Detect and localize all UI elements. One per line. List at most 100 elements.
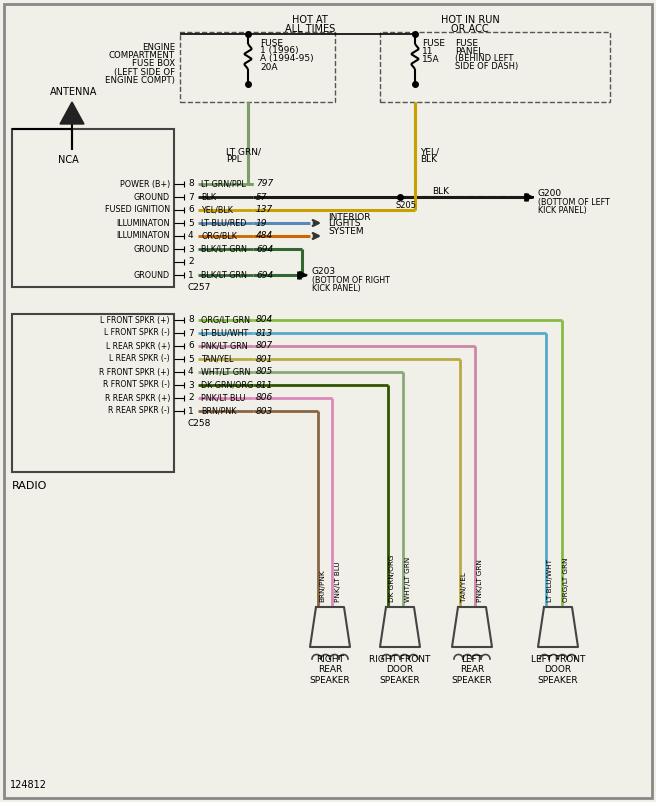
Text: PNK/LT BLU: PNK/LT BLU	[201, 394, 245, 403]
Text: INTERIOR: INTERIOR	[328, 213, 371, 221]
Text: L REAR SPKR (-): L REAR SPKR (-)	[110, 354, 170, 363]
Text: FUSE: FUSE	[260, 38, 283, 47]
Text: 11: 11	[422, 47, 434, 55]
Text: LT BLU/WHT: LT BLU/WHT	[547, 559, 553, 602]
Text: 8: 8	[188, 315, 194, 325]
Text: 807: 807	[256, 342, 274, 350]
Text: ORG/LT GRN: ORG/LT GRN	[563, 557, 569, 602]
Text: 797: 797	[256, 180, 274, 188]
Text: 5: 5	[188, 354, 194, 363]
Text: 2: 2	[188, 394, 194, 403]
Text: ENGINE COMPT): ENGINE COMPT)	[105, 75, 175, 84]
Text: LEFT FRONT
DOOR
SPEAKER: LEFT FRONT DOOR SPEAKER	[531, 655, 585, 685]
Text: KICK PANEL): KICK PANEL)	[312, 283, 361, 293]
Text: 694: 694	[256, 245, 274, 253]
Text: YEL/BLK: YEL/BLK	[201, 205, 233, 214]
Text: LT GRN/PPL: LT GRN/PPL	[201, 180, 246, 188]
Text: 4: 4	[188, 367, 194, 376]
Text: PNK/LT GRN: PNK/LT GRN	[477, 559, 483, 602]
Text: ANTENNA: ANTENNA	[50, 87, 97, 97]
Text: 137: 137	[256, 205, 274, 214]
Text: PPL: PPL	[226, 156, 242, 164]
Text: BRN/PNK: BRN/PNK	[319, 569, 325, 602]
Text: FUSE BOX: FUSE BOX	[132, 59, 175, 68]
Bar	[380, 32, 610, 102]
Text: LEFT
REAR
SPEAKER: LEFT REAR SPEAKER	[452, 655, 492, 685]
Text: 805: 805	[256, 367, 274, 376]
Text: L FRONT SPKR (+): L FRONT SPKR (+)	[100, 315, 170, 325]
Text: 2: 2	[188, 257, 194, 266]
Text: (BOTTOM OF RIGHT: (BOTTOM OF RIGHT	[312, 276, 390, 285]
Text: 20A: 20A	[260, 63, 277, 71]
Text: BLK: BLK	[201, 192, 216, 201]
Text: PANEL: PANEL	[455, 47, 483, 55]
Text: PNK/LT BLU: PNK/LT BLU	[335, 561, 341, 602]
Text: 484: 484	[256, 232, 274, 241]
Text: BLK: BLK	[420, 156, 437, 164]
Text: SIDE OF DASH): SIDE OF DASH)	[455, 63, 518, 71]
Text: BLK/LT GRN: BLK/LT GRN	[201, 270, 247, 280]
Text: 57: 57	[256, 192, 268, 201]
Text: C258: C258	[188, 419, 211, 428]
Text: G203: G203	[312, 268, 336, 277]
Text: RIGHT FRONT
DOOR
SPEAKER: RIGHT FRONT DOOR SPEAKER	[369, 655, 431, 685]
Bar	[180, 32, 335, 102]
Text: ALL TIMES: ALL TIMES	[285, 24, 335, 34]
Text: ORG/BLK: ORG/BLK	[201, 232, 237, 241]
Text: RADIO: RADIO	[12, 481, 47, 491]
Text: R REAR SPKR (-): R REAR SPKR (-)	[108, 407, 170, 415]
Text: 7: 7	[188, 329, 194, 338]
Text: 3: 3	[188, 380, 194, 390]
Text: HOT IN RUN: HOT IN RUN	[441, 15, 499, 25]
Text: 694: 694	[256, 270, 274, 280]
Text: DK GRN/ORG: DK GRN/ORG	[201, 380, 253, 390]
Text: TAN/YEL: TAN/YEL	[201, 354, 234, 363]
Text: LT BLU/RED: LT BLU/RED	[201, 218, 247, 228]
Text: POWER (B+): POWER (B+)	[120, 180, 170, 188]
Text: 813: 813	[256, 329, 274, 338]
Text: YEL/: YEL/	[420, 148, 439, 156]
Text: 4: 4	[188, 232, 194, 241]
Text: S205: S205	[396, 201, 417, 210]
Text: WHT/LT GRN: WHT/LT GRN	[405, 557, 411, 602]
Text: DK GRN/ORG: DK GRN/ORG	[389, 554, 395, 602]
Text: 1: 1	[188, 407, 194, 415]
Text: 6: 6	[188, 342, 194, 350]
Text: ENGINE: ENGINE	[142, 43, 175, 52]
Text: R REAR SPKR (+): R REAR SPKR (+)	[104, 394, 170, 403]
Text: 7: 7	[188, 192, 194, 201]
Text: 15A: 15A	[422, 55, 440, 63]
Text: LT BLU/WHT: LT BLU/WHT	[201, 329, 248, 338]
Text: WHT/LT GRN: WHT/LT GRN	[201, 367, 251, 376]
Text: L FRONT SPKR (-): L FRONT SPKR (-)	[104, 329, 170, 338]
Text: GROUND: GROUND	[134, 270, 170, 280]
Text: 806: 806	[256, 394, 274, 403]
Text: BLK: BLK	[432, 188, 449, 196]
Text: 6: 6	[188, 205, 194, 214]
Text: HOT AT: HOT AT	[292, 15, 328, 25]
Text: FUSED IGNITION: FUSED IGNITION	[105, 205, 170, 214]
Text: BLK/LT GRN: BLK/LT GRN	[201, 245, 247, 253]
Text: A (1994-95): A (1994-95)	[260, 55, 314, 63]
Text: OR ACC: OR ACC	[451, 24, 489, 34]
Text: GROUND: GROUND	[134, 245, 170, 253]
Text: L REAR SPKR (+): L REAR SPKR (+)	[106, 342, 170, 350]
Text: PNK/LT GRN: PNK/LT GRN	[201, 342, 247, 350]
Text: 3: 3	[188, 245, 194, 253]
Text: NCA: NCA	[58, 155, 79, 165]
Text: 8: 8	[188, 180, 194, 188]
Text: 803: 803	[256, 407, 274, 415]
Text: 1 (1996): 1 (1996)	[260, 47, 298, 55]
Text: TAN/YEL: TAN/YEL	[461, 572, 467, 602]
Text: COMPARTMENT: COMPARTMENT	[109, 51, 175, 60]
Text: ILLUMINATON: ILLUMINATON	[117, 232, 170, 241]
Text: LIGHTS: LIGHTS	[328, 220, 361, 229]
Text: 811: 811	[256, 380, 274, 390]
Text: 804: 804	[256, 315, 274, 325]
Text: FUSE: FUSE	[455, 38, 478, 47]
Text: 1: 1	[188, 270, 194, 280]
Text: 124812: 124812	[10, 780, 47, 790]
Text: LT GRN/: LT GRN/	[226, 148, 261, 156]
Text: R FRONT SPKR (-): R FRONT SPKR (-)	[103, 380, 170, 390]
Text: ILLUMINATON: ILLUMINATON	[117, 218, 170, 228]
